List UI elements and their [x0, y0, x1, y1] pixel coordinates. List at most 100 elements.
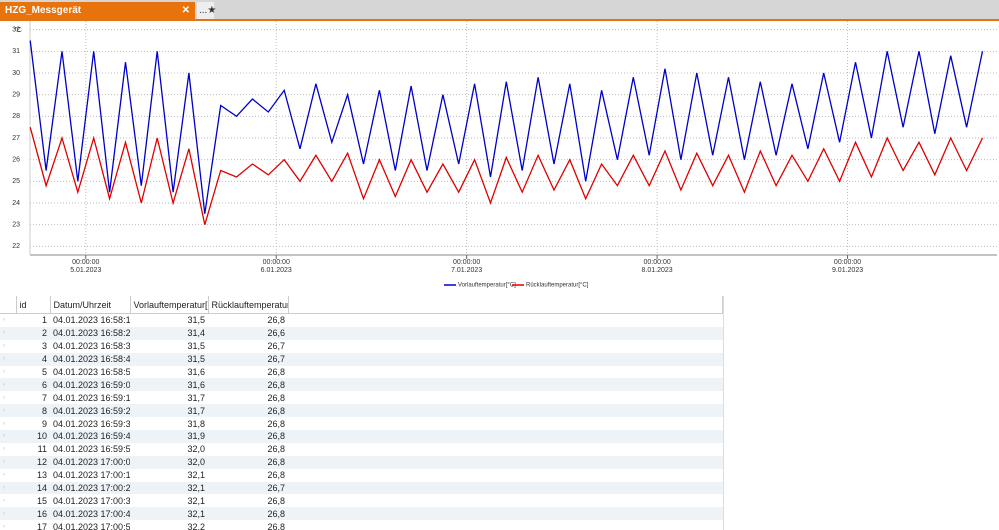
cell: 32,1 — [130, 507, 208, 521]
table-row: › 6 04.01.2023 16:59:03 31,6 26,8 — [0, 378, 723, 392]
cell: 32,2 — [187, 521, 205, 530]
cell: 5 — [41, 367, 47, 377]
cell: 04.01.2023 17:00:33 — [53, 495, 130, 506]
filler — [288, 314, 723, 327]
y-tick-label: 23 — [12, 222, 20, 229]
close-icon[interactable]: ✕ — [181, 5, 190, 16]
row-marker: › — [3, 523, 5, 530]
cell: 04.01.2023 16:58:53 — [53, 367, 130, 377]
filler — [288, 469, 723, 482]
row-marker: › — [3, 394, 5, 401]
filler — [288, 352, 723, 366]
row-marker: › — [0, 507, 16, 521]
cell: 10 — [16, 430, 50, 443]
cell: 32,0 — [187, 444, 205, 455]
filler — [288, 455, 723, 469]
gutter — [0, 296, 17, 314]
row-marker: › — [0, 352, 16, 366]
cell: 9 — [41, 418, 47, 429]
cell: 04.01.2023 17:00:43 — [50, 507, 130, 521]
row-marker: › — [3, 369, 5, 375]
table-row: › 15 04.01.2023 17:00:33 32,1 26,8 — [0, 494, 723, 507]
y-tick-label: 27 — [12, 135, 20, 142]
filler — [288, 366, 723, 379]
y-tick-label: 29 — [12, 92, 20, 99]
cell: 26,6 — [208, 326, 288, 340]
cell: 04.01.2023 16:59:33 — [53, 418, 130, 429]
cell: 1 — [41, 315, 47, 326]
row-marker: › — [3, 343, 5, 350]
cell: 04.01.2023 16:59:53 — [53, 444, 130, 455]
cell: 3 — [41, 341, 47, 352]
table-row: › 8 04.01.2023 16:59:23 31,7 26,8 — [0, 404, 723, 418]
row-marker: › — [0, 326, 16, 340]
cell: 26,8 — [267, 495, 285, 506]
cell: 31,5 — [187, 315, 205, 326]
column-header: Rücklauftemperatur[ — [208, 296, 289, 314]
cell: 26,8 — [267, 470, 285, 481]
cell: 31,7 — [130, 404, 208, 418]
table-row: › 14 04.01.2023 17:00:23 32,1 26,7 — [0, 481, 723, 495]
x-tick-date: 6.01.2023 — [261, 267, 292, 274]
row-marker: › — [0, 481, 16, 495]
cell: 32,0 — [130, 455, 208, 469]
cell: 31,5 — [187, 341, 205, 352]
x-tick-label: 00:00:00 — [643, 259, 670, 266]
tab[interactable]: ...★ — [197, 2, 216, 19]
tab-title: ... — [199, 5, 208, 16]
cell: 31,6 — [130, 378, 208, 392]
y-tick-label: 25 — [12, 178, 20, 185]
line-series — [29, 127, 984, 225]
cell: 04.01.2023 16:59:03 — [50, 378, 130, 392]
cell: 04.01.2023 16:58:23 — [50, 326, 130, 340]
y-tick-label: 32 — [12, 27, 20, 34]
x-tick-date: 9.01.2023 — [832, 267, 863, 274]
table-row: › 5 04.01.2023 16:58:53 31,6 26,8 — [0, 366, 723, 379]
filler — [288, 430, 723, 443]
cell: 2 — [16, 326, 50, 340]
cell: 32,1 — [187, 470, 205, 481]
filler — [288, 326, 723, 340]
cell: 26,8 — [267, 367, 285, 377]
cell: 26,7 — [208, 481, 288, 495]
cell: 31,9 — [130, 430, 208, 443]
table-row: › 17 04.01.2023 17:00:53 32,2 26,8 — [0, 520, 723, 530]
cell: 31,4 — [130, 326, 208, 340]
cell: 31,5 — [130, 352, 208, 366]
tab[interactable]: HZG_Messgerät 01_40224806_2023_01_11.vi2… — [0, 2, 195, 33]
y-tick-label: 26 — [12, 157, 20, 164]
x-tick-date: 5.01.2023 — [70, 267, 101, 274]
filler — [288, 443, 723, 456]
tab-title: HZG_Messgerät 01_40224806_2023_01_11.vi2 — [5, 5, 144, 33]
cell: 7 — [41, 392, 47, 403]
cell: 26,8 — [208, 455, 288, 469]
cell: 32,1 — [187, 495, 205, 506]
y-unit: °C — [14, 26, 22, 34]
cell: 26,8 — [267, 444, 285, 455]
row-marker: › — [3, 420, 5, 427]
cell: 31,7 — [187, 392, 205, 403]
filler — [288, 417, 723, 430]
cell: 11 — [37, 444, 47, 455]
row-marker: › — [3, 317, 5, 324]
filler — [288, 404, 723, 418]
table-row: › 12 04.01.2023 17:00:03 32,0 26,8 — [0, 455, 723, 469]
cell: 26,8 — [208, 378, 288, 392]
cell: 04.01.2023 17:00:23 — [50, 481, 130, 495]
row-marker: › — [0, 430, 16, 443]
cell: 04.01.2023 17:00:03 — [50, 455, 130, 469]
cell: 26,8 — [208, 404, 288, 418]
filler — [288, 507, 723, 521]
chart: °C 222324252627282930313200:00:005.01.20… — [12, 21, 997, 289]
table-row: › 11 04.01.2023 16:59:53 32,0 26,8 — [0, 443, 723, 456]
legend-label: Rücklauftemperatur[°C] — [526, 283, 589, 289]
filler — [288, 340, 723, 353]
tab-bar: HZG_Messgerät 01_40224806_2023_01_11.vi2… — [0, 0, 999, 33]
cell: 4 — [16, 352, 50, 366]
column-header: id — [16, 296, 51, 314]
filler — [288, 494, 723, 507]
x-tick-label: 00:00:00 — [834, 259, 861, 266]
row-marker: › — [0, 404, 16, 418]
row-marker: › — [3, 497, 5, 504]
